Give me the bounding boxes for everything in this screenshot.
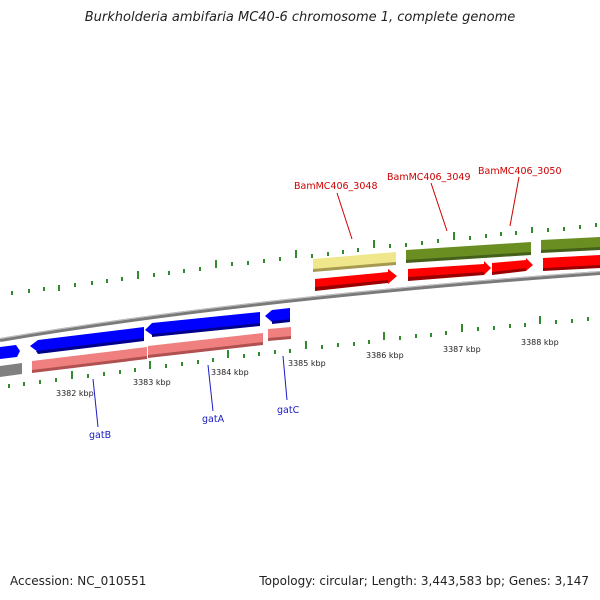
cds-shadow (152, 323, 260, 337)
cds-shadow (36, 338, 144, 354)
gene-bar-shadow (406, 252, 531, 263)
cds-arrow-gatB[interactable] (30, 327, 144, 352)
tick-label: 3387 kbp (443, 345, 481, 354)
tick-label: 3382 kbp (56, 389, 94, 398)
backbone-line (0, 271, 600, 342)
reverse-strand-features (0, 308, 291, 377)
upper-tick-row (11, 223, 597, 295)
gene-bar-gatB[interactable] (32, 347, 147, 372)
cds-shadow (315, 280, 388, 291)
cds-arrow-gatC[interactable] (265, 308, 290, 322)
map-title: Burkholderia ambifaria MC40-6 chromosome… (84, 10, 516, 25)
tick-label: 3388 kbp (521, 338, 559, 347)
tick-label: 3385 kbp (288, 359, 326, 368)
topology-text: Topology: circular; Length: 3,443,583 bp… (259, 574, 589, 588)
cds-shadow (492, 268, 526, 275)
cds-shadow (543, 265, 600, 271)
tick-label: 3386 kbp (366, 351, 404, 360)
gene-bar-BamMC406_3049[interactable] (406, 242, 531, 262)
cds-shadow (408, 272, 484, 281)
gene-label-top[interactable]: BamMC406_3049 (387, 172, 470, 183)
gene-bar-shadow (541, 247, 600, 253)
tick-label: 3383 kbp (133, 378, 171, 387)
top-label-leaders (336, 176, 520, 240)
gene-bar-shadow (313, 262, 396, 272)
forward-strand-features (313, 237, 600, 291)
gene-bar-left-edge[interactable] (0, 363, 22, 377)
bottom-label-leaders (92, 355, 288, 428)
gene-label-bottom[interactable]: gatA (202, 414, 225, 425)
gene-bar-shadow (268, 336, 291, 341)
gene-bar-shadow (32, 356, 147, 373)
tick-labels: 3382 kbp 3383 kbp 3384 kbp 3385 kbp 3386… (56, 338, 559, 398)
gene-bar-shadow (148, 342, 263, 358)
accession-text: Accession: NC_010551 (10, 574, 147, 588)
cds-arrow-left-edge[interactable] (0, 345, 20, 359)
gene-bar-BamMC406_3048[interactable] (313, 252, 396, 271)
gene-label-bottom[interactable]: gatB (89, 430, 111, 441)
gene-label-bottom[interactable]: gatC (277, 405, 300, 416)
cds-arrow-BamMC406_3049[interactable] (408, 261, 491, 279)
gene-bar-gatA[interactable] (148, 333, 263, 357)
cds-shadow (272, 319, 290, 324)
backbone-line-highlight (0, 271, 600, 340)
gene-label-top[interactable]: BamMC406_3050 (478, 166, 561, 177)
lower-tick-row (8, 316, 589, 388)
cds-arrow-gatA[interactable] (145, 312, 260, 335)
tick-label: 3384 kbp (211, 368, 249, 377)
cds-arrow-BamMC406_3048[interactable] (315, 269, 397, 289)
gene-label-top[interactable]: BamMC406_3048 (294, 181, 377, 192)
